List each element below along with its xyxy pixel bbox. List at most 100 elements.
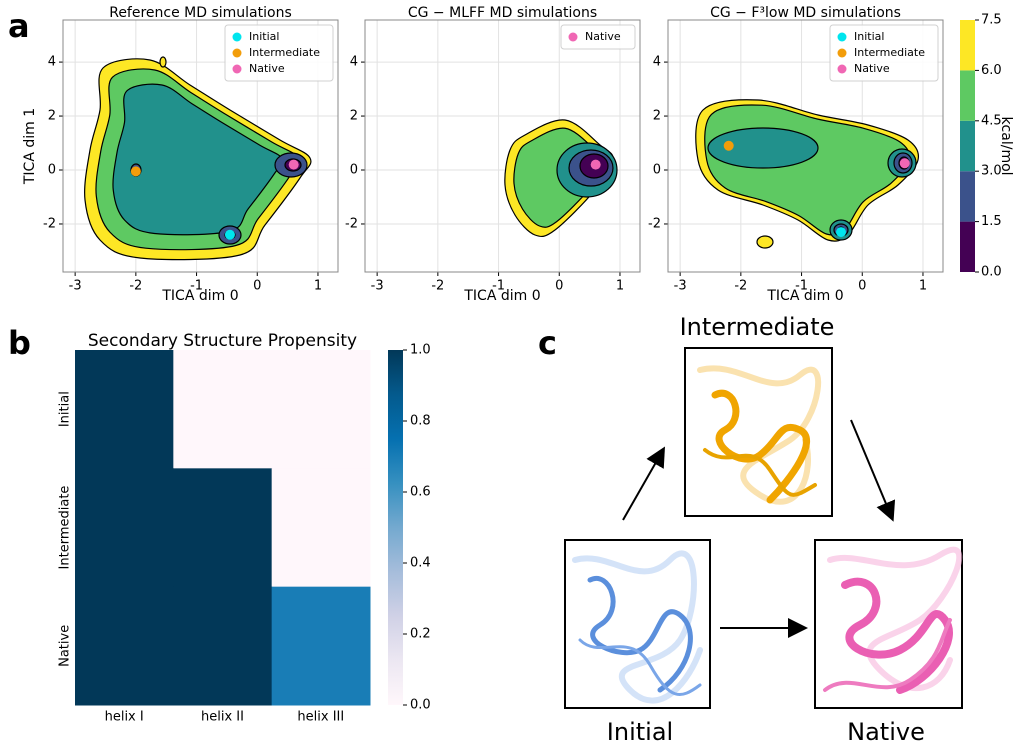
heatmap-cell: [173, 468, 272, 587]
colorbar-tick-label: 0.6: [410, 485, 431, 500]
state-point: [131, 166, 141, 176]
colorbar-tick-label: 0.8: [410, 414, 431, 429]
x-axis-label: TICA dim 0: [463, 288, 540, 304]
y-tick-label: Native: [58, 625, 73, 667]
legend-label: Intermediate: [854, 46, 925, 59]
heatmap-cell: [272, 587, 371, 706]
state-point: [289, 160, 299, 170]
x-tick-label: -2: [431, 279, 444, 294]
x-tick-label: helix I: [105, 710, 144, 725]
state-point: [836, 227, 846, 237]
x-tick-label: -3: [69, 279, 82, 294]
colorbar-tick-label: 0.4: [410, 556, 431, 571]
y-tick-label: 0: [48, 163, 56, 178]
legend-label: Native: [249, 62, 285, 75]
node-label: Initial: [607, 718, 673, 744]
colorbar: [388, 350, 403, 705]
contour-region: [160, 57, 166, 67]
colorbar-tick-label: 0.0: [981, 265, 1002, 280]
state-point: [591, 160, 601, 170]
x-axis-label: TICA dim 0: [766, 288, 843, 304]
arrow: [851, 420, 892, 518]
legend-marker: [569, 33, 578, 42]
panel-label: a: [8, 7, 30, 45]
heatmap-cell: [272, 350, 371, 469]
heatmap-cell: [272, 468, 371, 587]
diagram: Intermediate Initial Native: [565, 313, 962, 744]
legend-label: Intermediate: [249, 46, 320, 59]
y-tick-label: 0: [350, 163, 358, 178]
legend-marker: [233, 65, 242, 74]
x-tick-label: -2: [129, 279, 142, 294]
y-tick-label: Intermediate: [58, 486, 73, 570]
x-tick-label: helix II: [201, 710, 244, 725]
heatmap-cell: [75, 350, 174, 469]
legend-marker: [838, 65, 847, 74]
chart-title: CG − F³low MD simulations: [710, 5, 901, 21]
heatmap-cell: [173, 350, 272, 469]
chart-title: Secondary Structure Propensity: [88, 331, 357, 351]
heatmap-cell: [75, 587, 174, 706]
legend-marker: [838, 33, 847, 42]
y-tick-label: 2: [653, 109, 661, 124]
legend-label: Native: [854, 62, 890, 75]
colorbar-tick-label: 0.2: [410, 627, 431, 642]
colorbar-tick-label: 0.0: [410, 698, 431, 713]
node-label: Intermediate: [680, 313, 835, 341]
contour-region: [705, 105, 910, 235]
x-axis-label: TICA dim 0: [161, 288, 238, 304]
legend-label: Native: [585, 30, 621, 43]
colorbar-tick-label: 7.5: [981, 13, 1002, 28]
x-tick-label: 0: [858, 279, 866, 294]
legend-label: Initial: [249, 30, 279, 43]
node-label: Native: [847, 718, 925, 744]
chart-title: CG − MLFF MD simulations: [408, 5, 597, 21]
y-tick-label: 2: [350, 109, 358, 124]
y-axis-label: TICA dim 1: [22, 108, 38, 185]
legend-marker: [233, 33, 242, 42]
x-tick-label: -3: [371, 279, 384, 294]
legend-marker: [233, 49, 242, 58]
y-tick-label: 4: [350, 55, 358, 70]
x-tick-label: 0: [555, 279, 563, 294]
state-point: [900, 158, 910, 168]
y-tick-label: Initial: [58, 391, 73, 427]
y-tick-label: 4: [48, 55, 56, 70]
colorbar-tick-label: 1.5: [981, 214, 1002, 229]
state-point: [724, 141, 734, 151]
colorbar-band: [960, 171, 975, 221]
legend-marker: [838, 49, 847, 58]
colorbar-label: kcal/mol: [998, 116, 1014, 175]
colorbar-band: [960, 70, 975, 120]
x-tick-label: -3: [674, 279, 687, 294]
y-tick-label: 0: [653, 163, 661, 178]
figure: a b c Intermediate Initial Native -3-2-1…: [0, 0, 1016, 744]
panel-label: b: [8, 324, 31, 362]
contour-region: [757, 236, 773, 248]
x-tick-label: -2: [734, 279, 747, 294]
chart-title: Reference MD simulations: [109, 5, 292, 21]
heatmap-cell: [173, 587, 272, 706]
legend-label: Initial: [854, 30, 884, 43]
colorbar-tick-label: 1.0: [410, 343, 431, 358]
arrow: [623, 450, 663, 520]
x-tick-label: 1: [314, 279, 322, 294]
x-tick-label: 1: [919, 279, 927, 294]
colorbar-band: [960, 222, 975, 272]
colorbar-tick-label: 6.0: [981, 63, 1002, 78]
colorbar-band: [960, 121, 975, 171]
colorbar-band: [960, 20, 975, 70]
panel-label: c: [538, 324, 557, 362]
y-tick-label: -2: [648, 216, 661, 231]
x-tick-label: 1: [616, 279, 624, 294]
x-tick-label: 0: [253, 279, 261, 294]
heatmap-cell: [75, 468, 174, 587]
y-tick-label: -2: [345, 216, 358, 231]
y-tick-label: 2: [48, 109, 56, 124]
state-point: [225, 230, 235, 240]
y-tick-label: -2: [43, 216, 56, 231]
